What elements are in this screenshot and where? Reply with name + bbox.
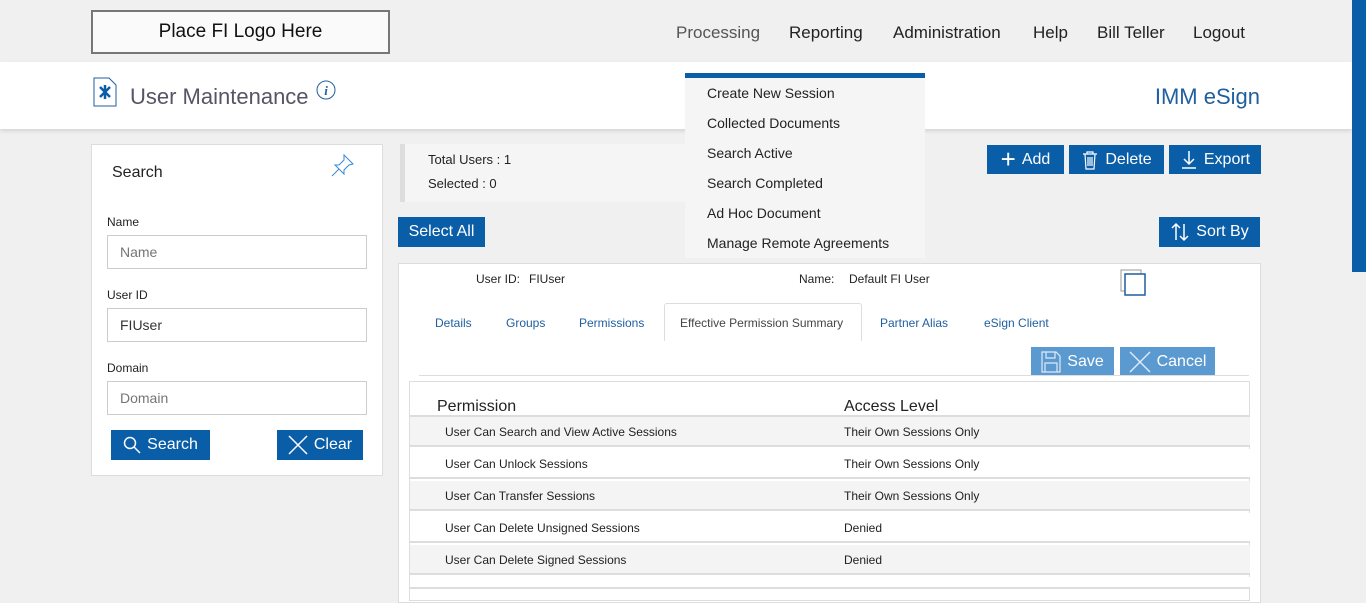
header-access-level: Access Level: [844, 398, 939, 415]
access-level: Denied: [844, 553, 883, 567]
table-row[interactable]: User Can Archive Sessions Their Own Sessi…: [410, 577, 1250, 589]
permission-name: User Can Delete Unsigned Sessions: [445, 521, 640, 535]
sort-by-label: Sort By: [1196, 223, 1249, 240]
add-button[interactable]: + Add: [987, 144, 1064, 174]
nav-logout[interactable]: Logout: [1193, 23, 1245, 42]
clear-button-label: Clear: [313, 436, 353, 453]
domain-label: Domain: [107, 361, 149, 375]
menu-create-new-session[interactable]: Create New Session: [707, 85, 835, 101]
access-level: Their Own Sessions Only: [844, 457, 980, 471]
permission-name: User Can Unlock Sessions: [445, 457, 588, 471]
trash-icon: [1083, 150, 1098, 170]
clear-button[interactable]: Clear: [277, 430, 363, 460]
name-label: Name: [107, 215, 140, 229]
access-level: Denied: [844, 521, 883, 535]
scrollbar-thumb[interactable]: [1352, 0, 1366, 272]
page-title: User Maintenance: [130, 84, 309, 109]
table-row[interactable]: User Can Delete Signed Sessions Denied: [410, 545, 1250, 575]
info-icon[interactable]: i: [316, 80, 336, 100]
delete-label: Delete: [1105, 150, 1152, 168]
cancel-button[interactable]: Cancel: [1120, 347, 1215, 376]
brand-name: IMM eSign: [1154, 84, 1260, 109]
pin-icon[interactable]: [330, 152, 356, 178]
user-summary: [400, 144, 690, 202]
menu-search-active[interactable]: Search Active: [707, 145, 793, 161]
domain-input[interactable]: [107, 381, 367, 415]
tab-partner-alias[interactable]: Partner Alias: [880, 316, 949, 330]
copy-icon[interactable]: [1120, 269, 1148, 297]
tab-esign-client[interactable]: eSign Client: [984, 316, 1049, 330]
menu-collected-documents[interactable]: Collected Documents: [707, 115, 841, 131]
scrollbar[interactable]: [1352, 0, 1366, 589]
add-label: Add: [1021, 150, 1051, 168]
table-row[interactable]: User Can Unlock Sessions Their Own Sessio…: [410, 449, 1250, 479]
permission-name: User Can Transfer Sessions: [445, 489, 596, 503]
search-icon: [123, 436, 141, 454]
save-button[interactable]: Save: [1031, 347, 1114, 376]
nav-processing[interactable]: Processing: [676, 23, 761, 42]
active-tab-frame: [664, 303, 862, 341]
menu-manage-remote-agreements[interactable]: Manage Remote Agreements: [707, 235, 890, 251]
userid-input[interactable]: FIUser: [107, 308, 367, 342]
svg-text:i: i: [324, 83, 328, 98]
close-icon: [288, 435, 308, 455]
select-all-label: Select All: [408, 223, 475, 240]
sort-by-button[interactable]: Sort By: [1159, 217, 1260, 247]
processing-dropdown: Create New Session Collected Documents S…: [685, 73, 925, 258]
menu-ad-hoc-document[interactable]: Ad Hoc Document: [707, 205, 821, 221]
header-divider: [410, 415, 1249, 417]
search-button[interactable]: Search: [111, 430, 210, 460]
user-name-value: Default FI User: [849, 272, 930, 286]
selected-count: Selected : 0: [428, 176, 497, 191]
table-row[interactable]: User Can Transfer Sessions Their Own Sess…: [410, 481, 1250, 511]
permission-name: User Can Delete Signed Sessions: [445, 553, 627, 567]
search-button-label: Search: [147, 436, 198, 453]
header-permission: Permission: [437, 398, 517, 415]
user-id-value: FIUser: [529, 272, 565, 286]
search-title: Search: [112, 164, 163, 181]
logo-placeholder: Place FI Logo Here: [91, 10, 390, 54]
userid-label: User ID: [107, 288, 148, 302]
export-label: Export: [1203, 150, 1251, 168]
user-name-label: Name:: [799, 272, 835, 286]
plus-icon: +: [1000, 144, 1016, 174]
sort-icon: [1171, 222, 1189, 242]
save-label: Save: [1067, 352, 1104, 370]
download-icon: [1181, 150, 1196, 169]
save-icon: [1041, 350, 1061, 373]
user-id-label: User ID:: [476, 272, 521, 286]
delete-button[interactable]: Delete: [1069, 145, 1164, 174]
export-button[interactable]: Export: [1169, 145, 1261, 174]
nav-reporting[interactable]: Reporting: [789, 23, 863, 42]
close-icon: [1129, 350, 1151, 373]
select-all-button[interactable]: Select All: [398, 217, 485, 247]
menu-search-completed[interactable]: Search Completed: [707, 175, 823, 191]
name-input[interactable]: [107, 235, 367, 269]
nav-administration[interactable]: Administration: [893, 23, 1001, 42]
access-level: Their Own Sessions Only: [844, 489, 980, 503]
access-level: Their Own Sessions Only: [844, 425, 980, 439]
divider: [419, 375, 1249, 376]
tab-permissions[interactable]: Permissions: [579, 316, 645, 330]
permission-name: User Can Archive Sessions: [445, 577, 590, 587]
nav-help[interactable]: Help: [1033, 23, 1068, 42]
access-level: Their Own Sessions Only: [844, 577, 979, 587]
tab-groups[interactable]: Groups: [506, 316, 546, 330]
tab-effective-permission-summary[interactable]: Effective Permission Summary: [680, 316, 844, 330]
page-header: [0, 62, 1352, 129]
table-row[interactable]: User Can Search and View Active Sessions…: [410, 417, 1250, 447]
total-users: Total Users : 1: [428, 152, 512, 167]
tab-details[interactable]: Details: [435, 316, 472, 330]
table-row[interactable]: User Can Delete Unsigned Sessions Denied: [410, 513, 1250, 543]
cancel-label: Cancel: [1156, 352, 1207, 370]
user-maintenance-icon: [93, 77, 117, 107]
nav-user[interactable]: Bill Teller: [1097, 23, 1165, 42]
permission-name: User Can Search and View Active Sessions: [445, 425, 677, 439]
